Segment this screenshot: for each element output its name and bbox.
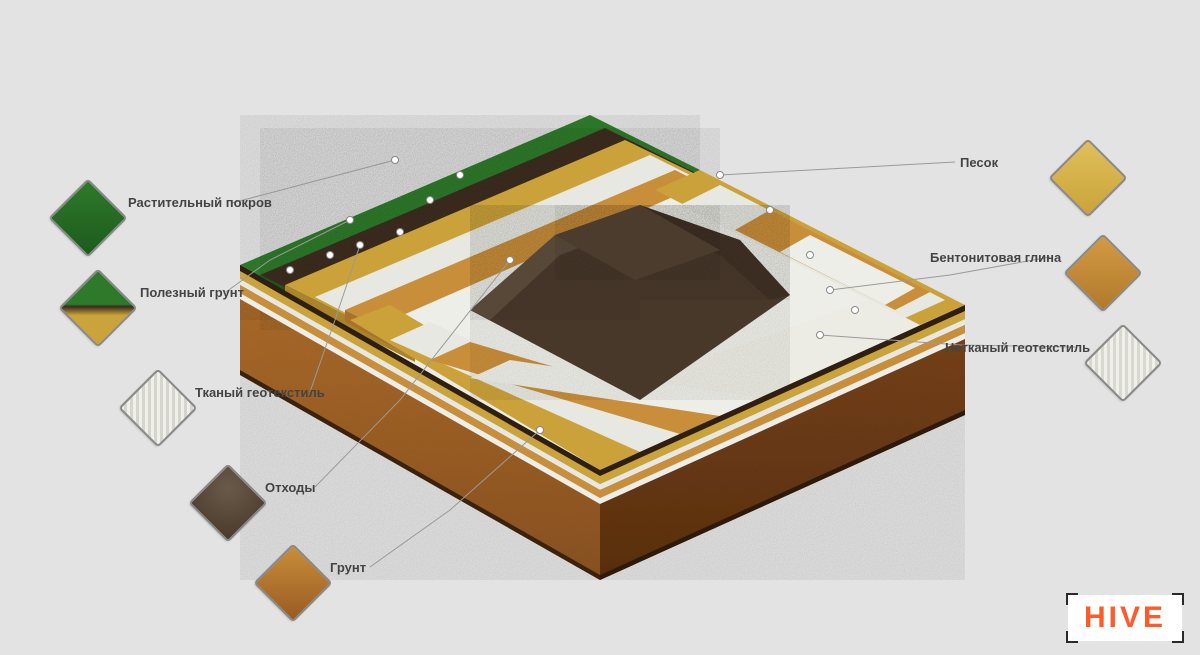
label-nonwoven: Нетканый геотекстиль [945, 340, 1090, 355]
hive-logo: HIVE [1068, 595, 1182, 641]
label-bentonite: Бентонитовая глина [930, 250, 1061, 265]
iso-illustration [0, 0, 1200, 655]
label-vegetation: Растительный покров [128, 195, 272, 210]
label-waste: Отходы [265, 480, 316, 495]
label-sand: Песок [960, 155, 998, 170]
label-woven: Тканый геотекстиль [195, 385, 325, 400]
label-soil: Грунт [330, 560, 366, 575]
label-topsoil: Полезный грунт [140, 285, 244, 300]
diagram-stage: Растительный покров Полезный грунт Тканы… [0, 0, 1200, 655]
logo-text: HIVE [1084, 601, 1166, 634]
